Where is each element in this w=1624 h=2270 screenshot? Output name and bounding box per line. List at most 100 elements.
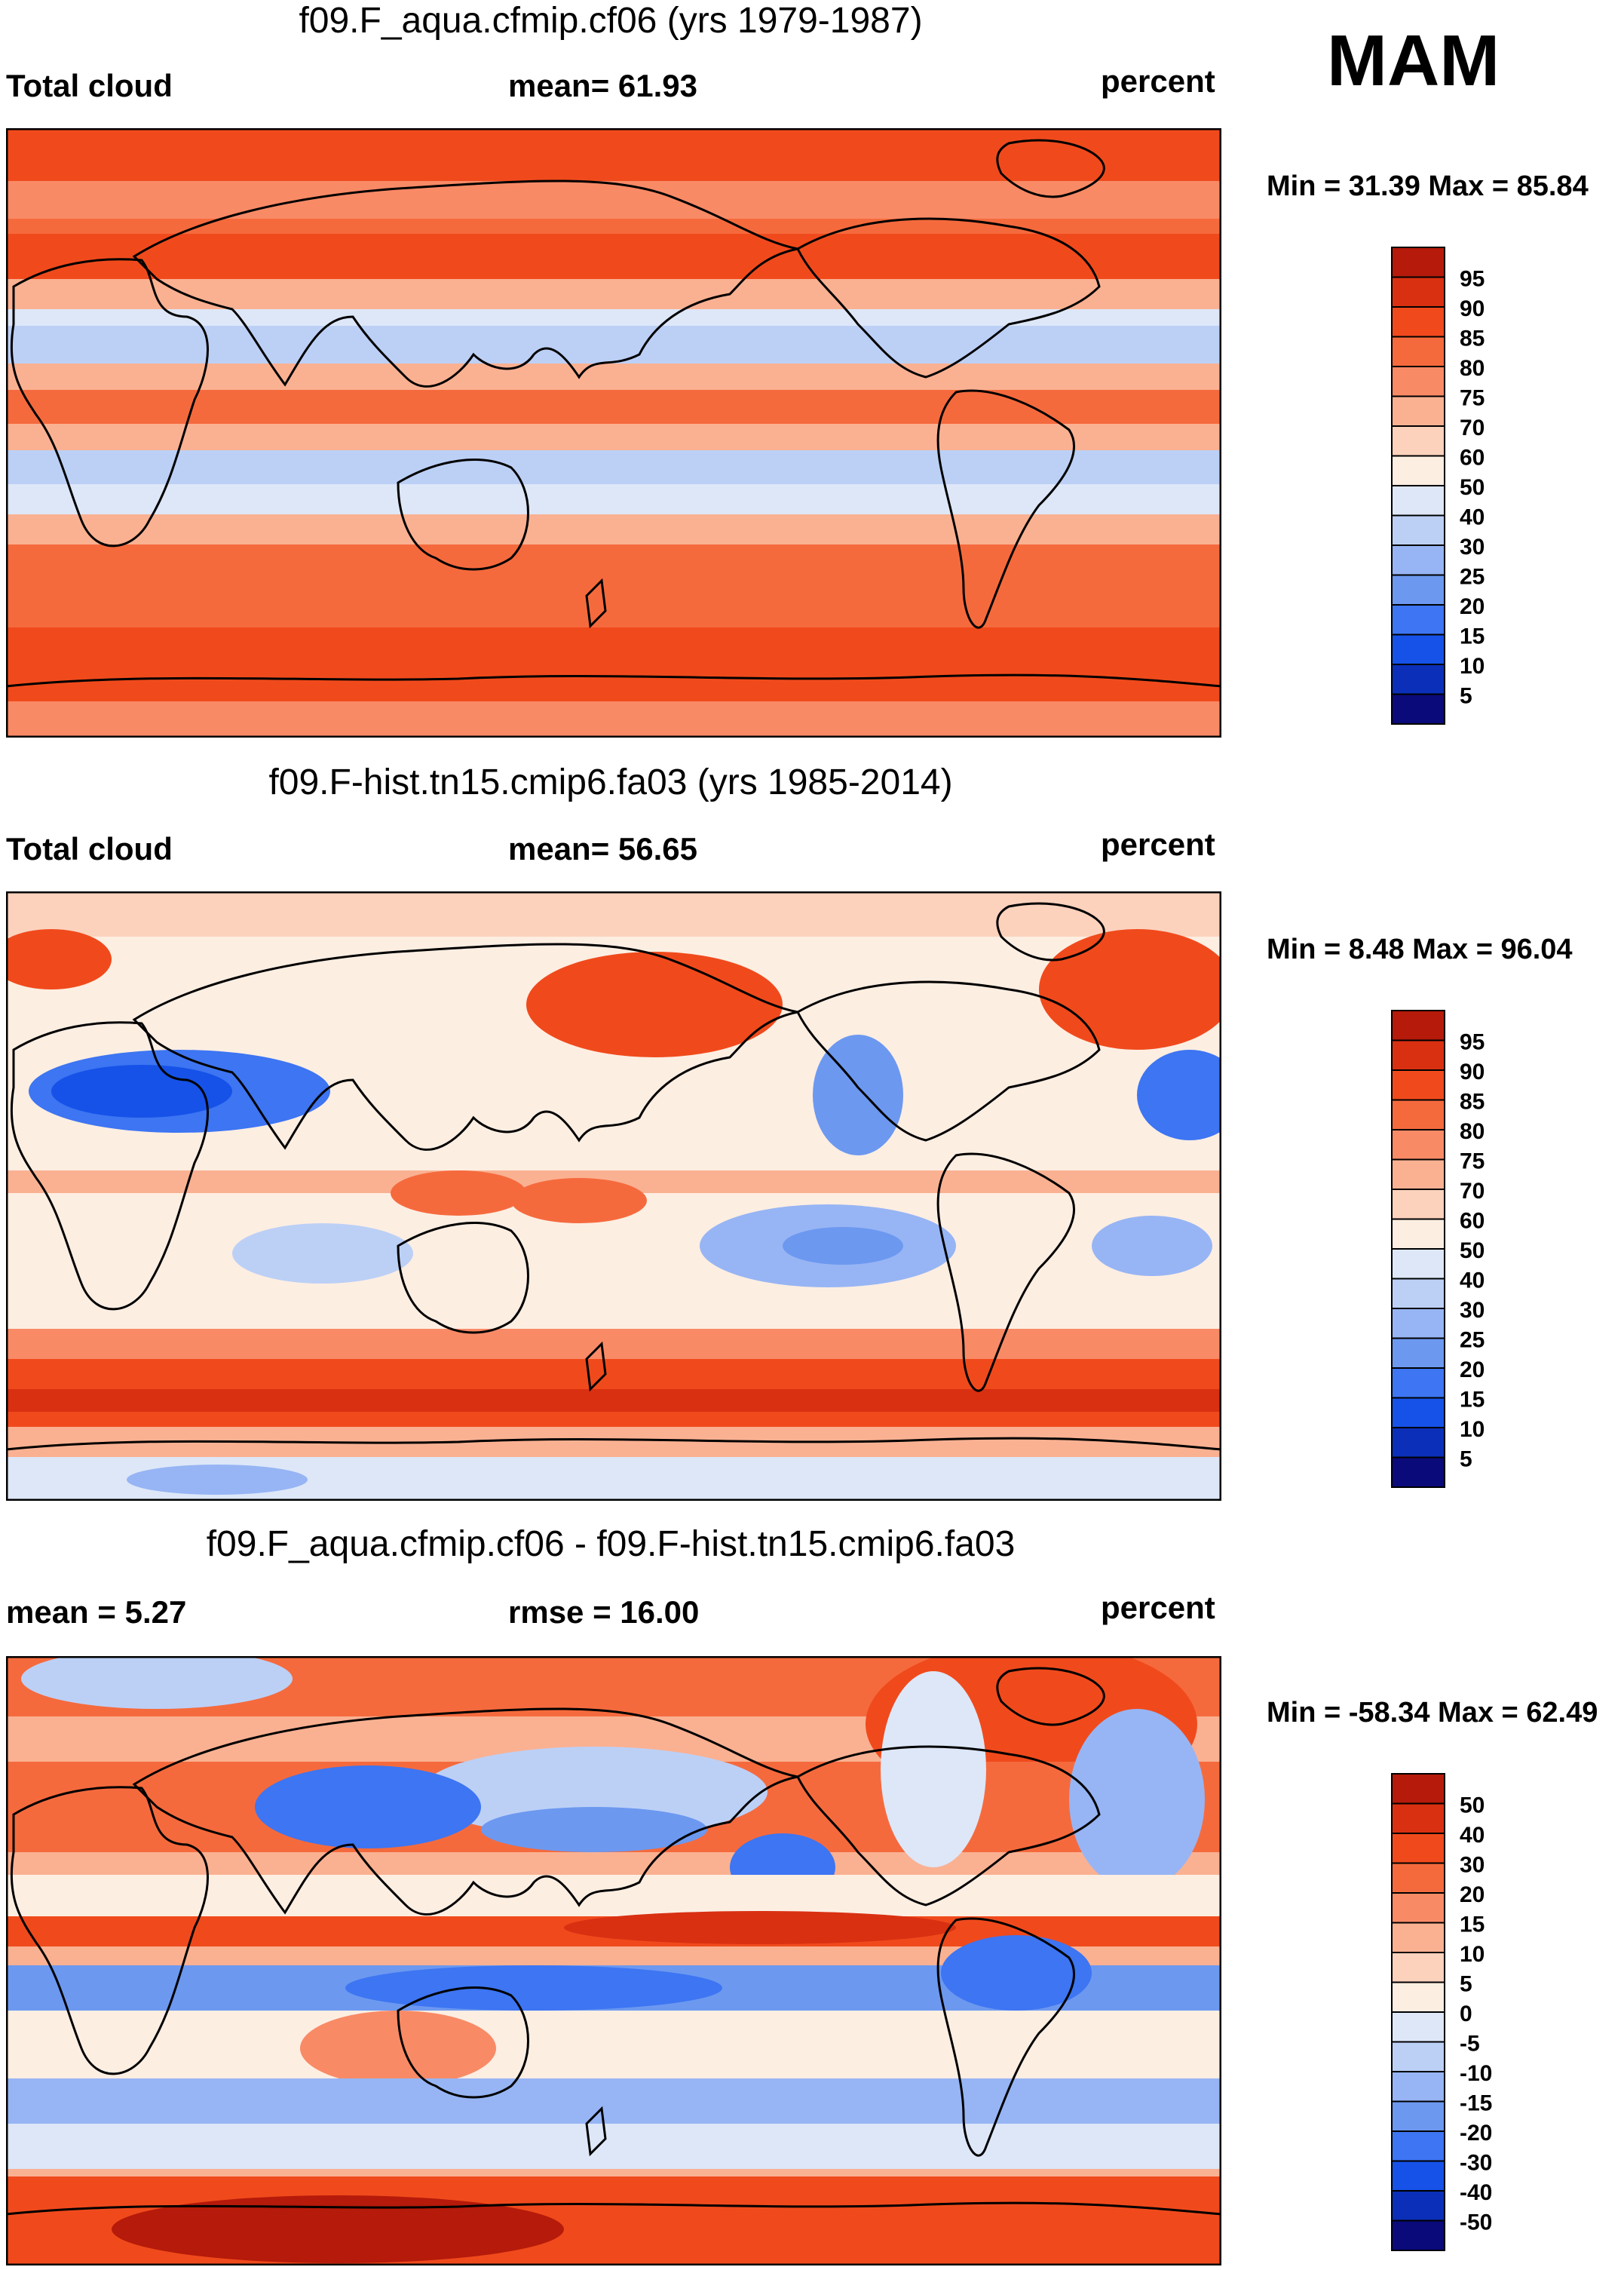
colorbar-tick-label: 40 <box>1460 1823 1485 1848</box>
colorbar-tick-label: 60 <box>1460 1209 1485 1234</box>
colorbar-tick-label: 70 <box>1460 416 1485 440</box>
colorbar-swatch <box>1391 1952 1445 1983</box>
panel-1-minmax: Min = 31.39 Max = 85.84 <box>1267 170 1589 202</box>
panel-2-title: f09.F-hist.tn15.cmip6.fa03 (yrs 1985-201… <box>268 762 953 802</box>
panel-1-title: f09.F_aqua.cfmip.cf06 (yrs 1979-1987) <box>299 1 923 41</box>
panel-1-colorbar-labels: 95 90 85 80 75 70 60 50 40 30 25 20 15 10 5 <box>1460 267 1485 709</box>
panel-3-map <box>6 1656 1221 2265</box>
panel-2-minmax: Min = 8.48 Max = 96.04 <box>1267 934 1573 965</box>
panel-3-minmax: Min = -58.34 Max = 62.49 <box>1267 1697 1598 1729</box>
colorbar-swatch <box>1391 485 1445 517</box>
colorbar-tick-label: 75 <box>1460 1149 1485 1174</box>
colorbar-tick-label: 95 <box>1460 267 1485 292</box>
colorbar-tick-label: 15 <box>1460 1913 1485 1937</box>
panel-3-units-label: percent <box>1101 1590 1215 1625</box>
colorbar-swatch <box>1391 1397 1445 1428</box>
colorbar-swatch <box>1391 2190 1445 2222</box>
colorbar-swatch <box>1391 455 1445 486</box>
colorbar-swatch <box>1391 1833 1445 1864</box>
panel-2-map <box>6 891 1221 1501</box>
colorbar-swatch <box>1391 514 1445 546</box>
colorbar-tick-label: -50 <box>1460 2210 1492 2235</box>
season-label: MAM <box>1327 20 1500 101</box>
colorbar-tick-label: -30 <box>1460 2151 1492 2176</box>
panel-2-colorbar-swatches <box>1391 1010 1445 1488</box>
colorbar-tick-label: 90 <box>1460 296 1485 321</box>
colorbar-swatch <box>1391 664 1445 695</box>
colorbar-tick-label: 0 <box>1460 2002 1472 2026</box>
colorbar-swatch <box>1391 1218 1445 1250</box>
colorbar-tick-label: 20 <box>1460 594 1485 619</box>
colorbar-swatch <box>1391 1773 1445 1805</box>
colorbar-tick-label: 25 <box>1460 565 1485 590</box>
panel-1-units-label: percent <box>1101 63 1215 99</box>
colorbar-swatch <box>1391 1308 1445 1339</box>
colorbar-tick-label: 5 <box>1460 1447 1472 1472</box>
colorbar-swatch <box>1391 1862 1445 1894</box>
colorbar-swatch <box>1391 2041 1445 2072</box>
colorbar-tick-label: 10 <box>1460 1942 1485 1967</box>
colorbar-swatch <box>1391 2011 1445 2043</box>
panel-2-colorbar-labels: 95 90 85 80 75 70 60 50 40 30 25 20 15 10 5 <box>1460 1030 1485 1472</box>
colorbar-swatch <box>1391 425 1445 457</box>
colorbar-swatch <box>1391 306 1445 338</box>
colorbar-swatch <box>1391 1069 1445 1101</box>
colorbar-swatch <box>1391 604 1445 636</box>
colorbar-swatch <box>1391 1129 1445 1161</box>
panel-1-map <box>6 128 1221 738</box>
colorbar-swatch <box>1391 1158 1445 1190</box>
colorbar-swatch <box>1391 693 1445 725</box>
colorbar-tick-label: -20 <box>1460 2121 1492 2146</box>
panel-2-colorbar: 95 90 85 80 75 70 60 50 40 30 25 20 15 10 5 <box>1391 1010 1485 1488</box>
colorbar-tick-label: 30 <box>1460 535 1485 560</box>
colorbar-swatch <box>1391 1922 1445 1953</box>
colorbar-swatch <box>1391 2071 1445 2103</box>
colorbar-swatch <box>1391 1367 1445 1399</box>
colorbar-tick-label: 80 <box>1460 356 1485 381</box>
panel-3-title: f09.F_aqua.cfmip.cf06 - f09.F-hist.tn15.… <box>206 1524 1016 1564</box>
panel-1-variable-label: Total cloud <box>6 68 173 103</box>
colorbar-swatch <box>1391 1427 1445 1459</box>
colorbar-swatch <box>1391 336 1445 367</box>
colorbar-swatch <box>1391 574 1445 606</box>
panel-2-mean-label: mean= 56.65 <box>508 831 698 867</box>
colorbar-swatch <box>1391 1099 1445 1130</box>
colorbar-swatch <box>1391 1010 1445 1041</box>
colorbar-tick-label: 50 <box>1460 1793 1485 1818</box>
colorbar-swatch <box>1391 1981 1445 2013</box>
panel-2-variable-label: Total cloud <box>6 831 173 867</box>
colorbar-tick-label: 15 <box>1460 1388 1485 1413</box>
panel-1-colorbar: 95 90 85 80 75 70 60 50 40 30 25 20 15 10 5 <box>1391 247 1485 725</box>
colorbar-swatch <box>1391 1802 1445 1834</box>
colorbar-tick-label: 5 <box>1460 1972 1472 1997</box>
colorbar-tick-label: 20 <box>1460 1882 1485 1907</box>
colorbar-swatch <box>1391 2100 1445 2132</box>
colorbar-tick-label: 70 <box>1460 1179 1485 1204</box>
colorbar-swatch <box>1391 633 1445 665</box>
colorbar-tick-label: 10 <box>1460 654 1485 679</box>
colorbar-swatch <box>1391 544 1445 576</box>
colorbar-tick-label: 40 <box>1460 505 1485 530</box>
colorbar-tick-label: -5 <box>1460 2032 1480 2057</box>
colorbar-swatch <box>1391 247 1445 278</box>
colorbar-swatch <box>1391 1189 1445 1220</box>
colorbar-tick-label: 20 <box>1460 1357 1485 1382</box>
colorbar-tick-label: 30 <box>1460 1298 1485 1323</box>
colorbar-tick-label: -15 <box>1460 2091 1492 2116</box>
colorbar-tick-label: 10 <box>1460 1417 1485 1442</box>
panel-3-mean-label: mean = 5.27 <box>6 1594 187 1630</box>
colorbar-tick-label: -40 <box>1460 2180 1492 2205</box>
colorbar-swatch <box>1391 2130 1445 2162</box>
colorbar-swatch <box>1391 276 1445 308</box>
colorbar-swatch <box>1391 1456 1445 1488</box>
colorbar-tick-label: 15 <box>1460 624 1485 649</box>
colorbar-tick-label: 85 <box>1460 1090 1485 1115</box>
colorbar-tick-label: 95 <box>1460 1030 1485 1055</box>
colorbar-tick-label: 50 <box>1460 475 1485 500</box>
colorbar-swatch <box>1391 1337 1445 1369</box>
colorbar-swatch <box>1391 1248 1445 1280</box>
colorbar-tick-label: 85 <box>1460 327 1485 351</box>
colorbar-tick-label: 25 <box>1460 1328 1485 1353</box>
